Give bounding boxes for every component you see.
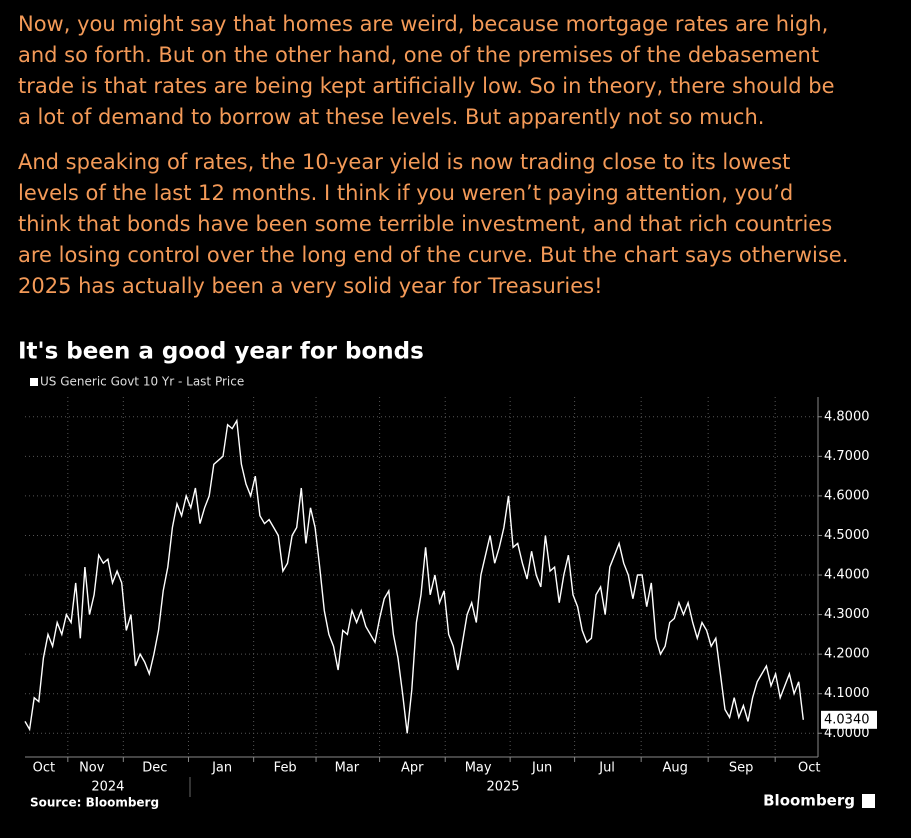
source: Source: Bloomberg xyxy=(30,796,159,810)
x-tick-label: Oct xyxy=(798,761,820,776)
paragraph-line: trade is that rates are being kept artif… xyxy=(18,74,835,98)
x-tick-label: Apr xyxy=(401,761,424,776)
paragraph-line: think that bonds have been some terrible… xyxy=(18,212,832,236)
paragraph-line: and so forth. But on the other hand, one… xyxy=(18,43,819,67)
paragraph-line: Now, you might say that homes are weird,… xyxy=(18,12,828,36)
x-tick-label: Jun xyxy=(531,761,552,776)
x-tick-label: Aug xyxy=(663,761,688,776)
y-tick-label: 4.7000 xyxy=(824,449,870,464)
year-label: 2024 xyxy=(91,780,124,795)
legend-swatch xyxy=(30,378,38,386)
x-tick-label: Jul xyxy=(598,761,615,776)
x-tick-label: May xyxy=(465,761,492,776)
x-tick-label: Oct xyxy=(33,761,55,776)
y-tick-label: 4.1000 xyxy=(824,686,870,701)
chart-title: It's been a good year for bonds xyxy=(18,339,424,365)
y-tick-label: 4.5000 xyxy=(824,528,870,543)
y-tick-label: 4.4000 xyxy=(824,568,870,583)
paragraph-line: are losing control over the long end of … xyxy=(18,243,848,267)
x-tick-label: Mar xyxy=(335,761,360,776)
brand-icon xyxy=(862,794,875,808)
paragraph-line: levels of the last 12 months. I think if… xyxy=(18,181,793,205)
y-tick-label: 4.2000 xyxy=(824,647,870,662)
paragraph-line: And speaking of rates, the 10-year yield… xyxy=(18,150,790,174)
y-tick-label: 4.8000 xyxy=(824,409,870,424)
x-tick-label: Jan xyxy=(211,761,232,776)
last-value-label: 4.0340 xyxy=(824,712,870,727)
x-tick-label: Sep xyxy=(729,761,754,776)
x-tick-label: Dec xyxy=(142,761,167,776)
paragraph-line: a lot of demand to borrow at these level… xyxy=(18,105,764,129)
line-series xyxy=(24,418,804,734)
brand: Bloomberg xyxy=(763,792,855,810)
legend-label: US Generic Govt 10 Yr - Last Price xyxy=(40,375,244,389)
y-tick-label: 4.0000 xyxy=(824,726,870,741)
x-tick-label: Nov xyxy=(79,761,105,776)
x-tick-label: Feb xyxy=(274,761,297,776)
y-tick-label: 4.3000 xyxy=(824,607,870,622)
y-tick-label: 4.6000 xyxy=(824,488,870,503)
paragraph-line: 2025 has actually been a very solid year… xyxy=(18,274,603,298)
last-value-box xyxy=(821,710,877,729)
year-label: 2025 xyxy=(486,780,519,795)
